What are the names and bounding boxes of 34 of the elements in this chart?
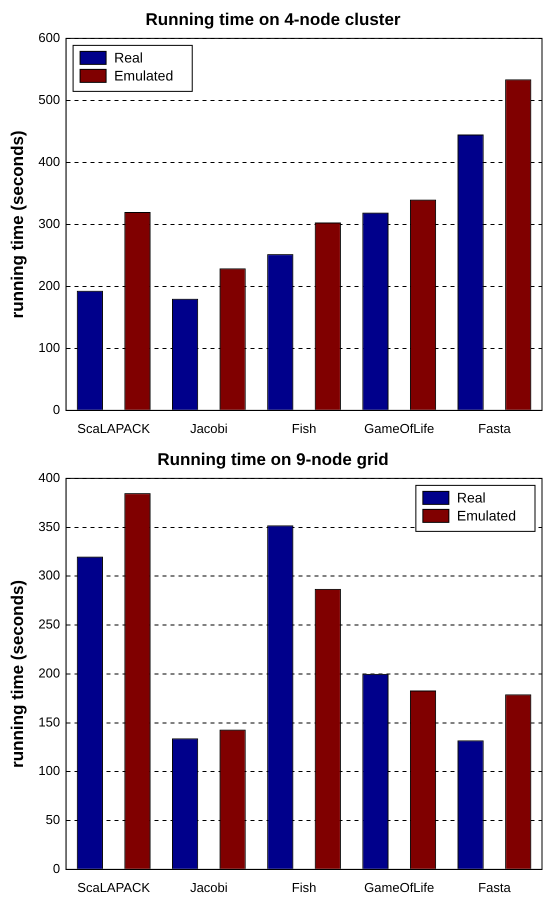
y-tick-label: 300: [38, 216, 60, 231]
x-tick-label: Jacobi: [190, 420, 228, 436]
x-tick-label: Fish: [292, 880, 316, 895]
x-tick-label: ScaLAPACK: [77, 880, 150, 895]
y-axis-title: running time (seconds): [8, 580, 27, 768]
chart-title: Running time on 4-node cluster: [145, 10, 401, 29]
x-tick-label: ScaLAPACK: [77, 420, 150, 436]
y-tick-label: 400: [38, 470, 60, 485]
legend-label: Real: [114, 49, 143, 66]
chart-title: Running time on 9-node grid: [157, 450, 389, 469]
legend-label: Emulated: [114, 67, 174, 84]
y-tick-label: 600: [38, 30, 60, 45]
x-tick-label: GameOfLife: [364, 420, 434, 436]
y-tick-label: 250: [38, 616, 60, 632]
y-tick-label: 100: [38, 763, 60, 778]
x-tick-label: Fasta: [478, 880, 512, 895]
x-tick-label: GameOfLife: [364, 880, 434, 895]
legend-label: Emulated: [456, 507, 516, 524]
y-tick-label: 0: [52, 860, 60, 876]
y-tick-label: 300: [38, 568, 60, 583]
y-tick-label: 50: [46, 812, 60, 828]
y-tick-label: 200: [38, 278, 60, 293]
y-tick-label: 0: [52, 402, 60, 417]
y-tick-label: 400: [38, 154, 60, 169]
y-axis-title: running time (seconds): [8, 130, 27, 318]
x-tick-label: Fasta: [478, 420, 512, 436]
y-tick-label: 100: [38, 340, 60, 355]
y-tick-label: 350: [38, 518, 60, 534]
y-tick-label: 500: [38, 92, 60, 107]
y-tick-label: 150: [38, 714, 60, 730]
x-tick-label: Jacobi: [190, 880, 228, 895]
x-tick-label: Fish: [292, 420, 316, 436]
y-tick-label: 200: [38, 665, 60, 680]
legend-label: Real: [456, 489, 486, 506]
